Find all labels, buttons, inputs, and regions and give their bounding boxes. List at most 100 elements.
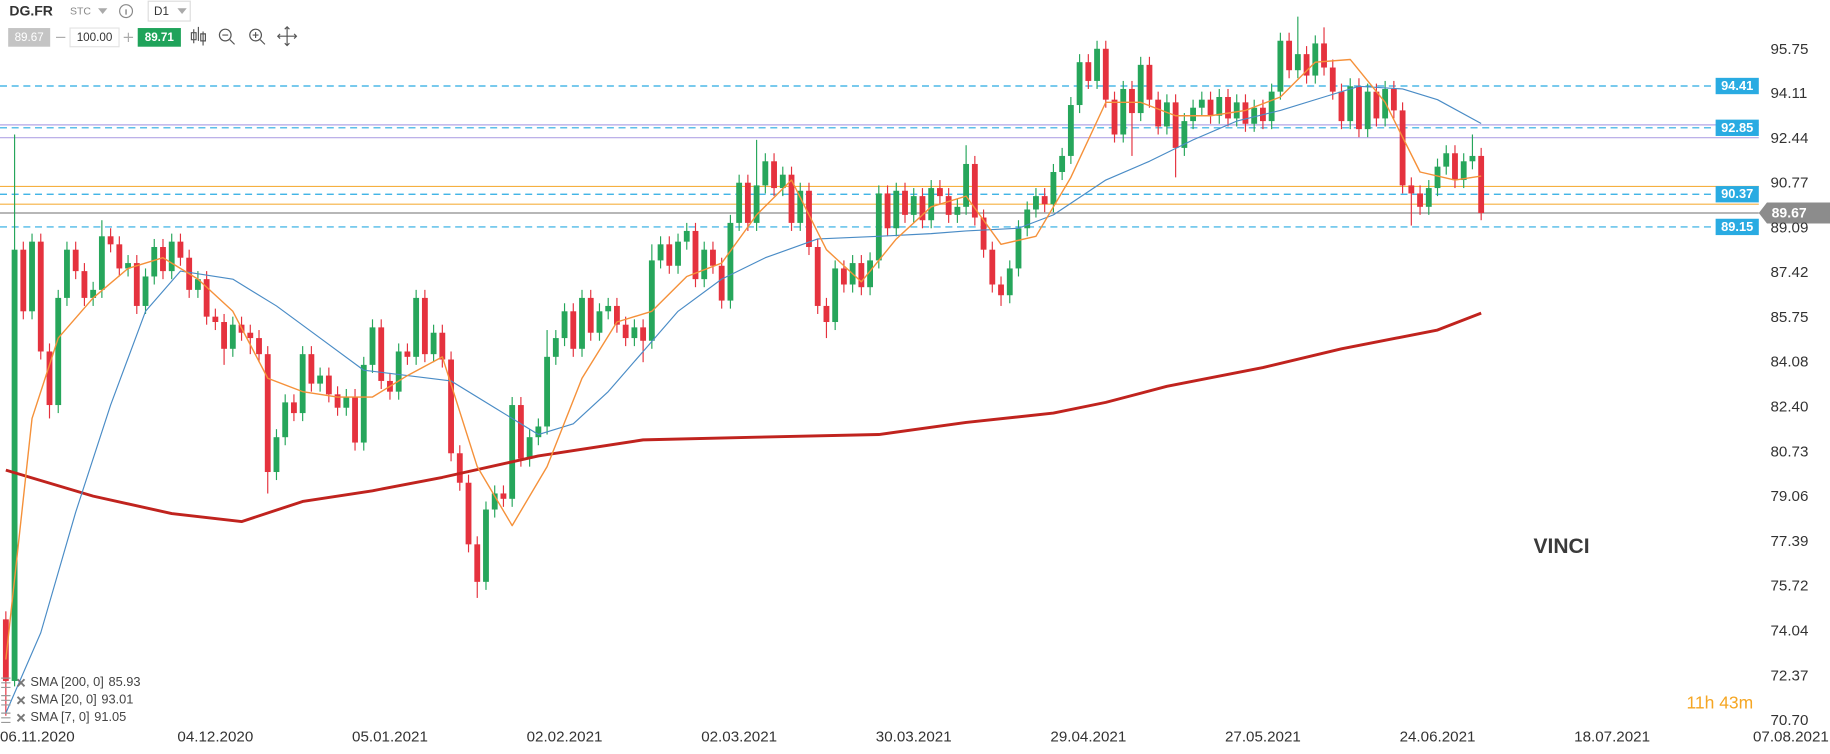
candle-body bbox=[221, 322, 228, 349]
x-tick-label: 02.03.2021 bbox=[701, 729, 777, 746]
candle-body bbox=[46, 351, 53, 406]
candle-body bbox=[81, 271, 88, 298]
candle-body bbox=[264, 354, 271, 473]
candle-body bbox=[1137, 64, 1144, 114]
candle-body bbox=[1094, 48, 1100, 81]
candle-body bbox=[1338, 91, 1345, 122]
candle-body bbox=[596, 311, 603, 333]
candle-body bbox=[439, 332, 446, 360]
candle-body bbox=[212, 316, 219, 323]
plus-icon[interactable] bbox=[123, 32, 134, 43]
candle-body bbox=[1111, 99, 1118, 135]
candle-body bbox=[727, 222, 734, 301]
candle-body bbox=[299, 354, 306, 414]
candle-body bbox=[771, 161, 777, 189]
candle-body bbox=[29, 241, 35, 312]
x-tick-label: 02.02.2021 bbox=[527, 729, 603, 746]
candle-body bbox=[1006, 268, 1013, 296]
candle-body bbox=[430, 332, 437, 355]
countdown: 11h 43m bbox=[1686, 692, 1753, 712]
ask-box[interactable] bbox=[137, 28, 181, 47]
level-label: 89.15 bbox=[1721, 219, 1753, 234]
y-tick-label: 74.04 bbox=[1770, 623, 1808, 640]
legend-entry: SMA [200, 0] 85.93 bbox=[30, 674, 140, 689]
candle-body bbox=[832, 268, 839, 323]
candle-body bbox=[1233, 102, 1240, 119]
x-tick-label: 30.03.2021 bbox=[876, 729, 952, 746]
y-tick-label: 89.09 bbox=[1770, 220, 1808, 237]
candle-body bbox=[666, 244, 673, 266]
candle-body bbox=[1268, 91, 1275, 122]
candle-body bbox=[692, 230, 699, 280]
candle-body bbox=[64, 249, 70, 298]
candle-body bbox=[1216, 96, 1223, 116]
candle-body bbox=[1321, 43, 1327, 68]
y-tick-label: 79.06 bbox=[1770, 488, 1808, 505]
zoom-out-icon[interactable] bbox=[218, 28, 232, 42]
volume[interactable]: 100.00 bbox=[77, 31, 113, 44]
candle-body bbox=[1207, 99, 1214, 116]
x-tick-label: 29.04.2021 bbox=[1050, 729, 1126, 746]
y-tick-label: 82.40 bbox=[1770, 399, 1808, 416]
candle-body bbox=[1364, 91, 1371, 130]
candle-body bbox=[683, 230, 690, 242]
legend-name: SMA [200, 0] bbox=[30, 674, 103, 689]
candle-body bbox=[360, 364, 367, 443]
symbol[interactable]: DG.FR bbox=[9, 2, 53, 18]
candle-body bbox=[203, 279, 210, 317]
candle-body bbox=[579, 297, 585, 349]
candle-body bbox=[605, 305, 612, 312]
candle-body bbox=[797, 190, 804, 223]
level-tag bbox=[1715, 119, 1759, 136]
candle-body bbox=[1102, 48, 1109, 100]
volume-box[interactable] bbox=[69, 27, 120, 48]
ask[interactable]: 89.71 bbox=[145, 31, 175, 44]
candle-body bbox=[474, 544, 481, 582]
candle-body bbox=[1434, 166, 1441, 189]
level-tag bbox=[1715, 186, 1759, 203]
candle-body bbox=[11, 249, 18, 681]
candle-body bbox=[1347, 86, 1354, 122]
candle-body bbox=[710, 249, 716, 266]
candle-body bbox=[20, 249, 27, 312]
info-icon[interactable] bbox=[119, 4, 134, 19]
candle-body bbox=[919, 196, 926, 221]
sma-line bbox=[5, 85, 1482, 714]
candle-body bbox=[1085, 62, 1092, 81]
bid-box[interactable] bbox=[8, 28, 51, 47]
y-tick-label: 95.75 bbox=[1770, 41, 1808, 58]
candle-body bbox=[1041, 196, 1048, 205]
candle-body bbox=[1225, 96, 1231, 119]
chart-type-icon[interactable] bbox=[190, 26, 206, 46]
candle-body bbox=[325, 375, 332, 395]
candle-body bbox=[640, 327, 647, 341]
legend-value: 91.05 bbox=[94, 709, 126, 724]
y-tick-label: 90.77 bbox=[1770, 175, 1808, 192]
candle-body bbox=[343, 397, 350, 408]
candle-body bbox=[840, 268, 847, 285]
level-label: 92.85 bbox=[1721, 120, 1753, 135]
candle-body bbox=[72, 249, 79, 272]
candle-body bbox=[744, 182, 751, 223]
zoom-in-icon[interactable] bbox=[249, 28, 263, 42]
dropdown-arrow[interactable] bbox=[98, 8, 108, 15]
candle-body bbox=[1181, 121, 1188, 148]
candle-body bbox=[1469, 155, 1476, 162]
candle-body bbox=[229, 324, 236, 349]
move-icon[interactable] bbox=[276, 26, 298, 47]
timeframe-box[interactable] bbox=[147, 0, 191, 22]
candle-body bbox=[1452, 153, 1458, 181]
candle-body bbox=[980, 217, 987, 250]
timeframe-arrow[interactable] bbox=[177, 8, 187, 15]
candle-body bbox=[1251, 107, 1258, 124]
candle-body bbox=[1059, 155, 1066, 173]
timeframe[interactable]: D1 bbox=[154, 5, 169, 18]
candle-body bbox=[90, 289, 97, 298]
candle-body bbox=[98, 236, 105, 290]
candle-body bbox=[928, 188, 935, 221]
candle-body bbox=[273, 437, 280, 473]
legend-remove-icon bbox=[16, 696, 26, 705]
candle-body bbox=[1067, 105, 1074, 156]
bid[interactable]: 89.67 bbox=[15, 31, 44, 44]
